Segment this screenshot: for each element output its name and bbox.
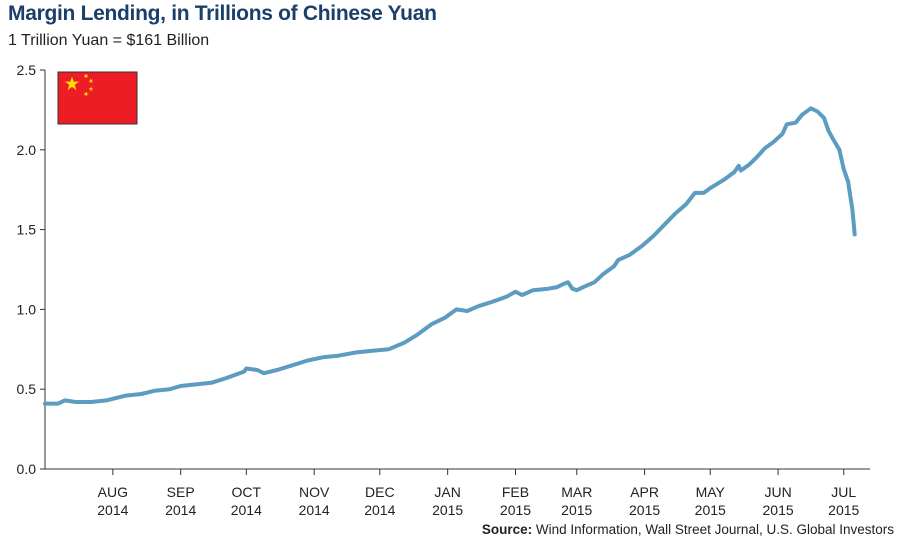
x-tick-label-year: 2014 <box>299 502 330 518</box>
x-tick-label-year: 2015 <box>695 502 726 518</box>
x-tick-label-month: NOV <box>299 484 330 500</box>
y-tick-label: 0.0 <box>17 461 37 477</box>
y-axis-ticks: 0.0 0.5 1.0 1.5 2.0 2.5 <box>17 62 45 477</box>
x-tick-label-year: 2015 <box>561 502 592 518</box>
y-tick-label: 1.5 <box>17 222 37 238</box>
source-note: Source: Wind Information, Wall Street Jo… <box>482 522 894 537</box>
flag-small-star <box>83 73 89 79</box>
china-flag-icon <box>57 71 138 125</box>
chart-subtitle: 1 Trillion Yuan = $161 Billion <box>8 32 210 49</box>
x-tick-label-year: 2015 <box>629 502 660 518</box>
series-group <box>43 106 857 406</box>
x-tick-label-month: APR <box>630 484 659 500</box>
source-label: Source: <box>481 522 533 537</box>
x-tick-label-month: DEC <box>365 484 395 500</box>
flag-small-star <box>83 91 89 97</box>
y-tick-label: 1.0 <box>17 301 37 317</box>
y-tick-label: 2.5 <box>17 62 37 78</box>
y-tick-label: 2.0 <box>17 142 37 158</box>
x-tick-label-month: JUN <box>764 484 791 500</box>
x-tick-label-year: 2014 <box>165 502 196 518</box>
x-tick-label-month: AUG <box>98 484 128 500</box>
x-tick-label-month: MAR <box>561 484 592 500</box>
x-tick-label-year: 2014 <box>231 502 262 518</box>
flag-small-star <box>88 78 94 84</box>
x-tick-label-month: JAN <box>434 484 460 500</box>
flag-small-star <box>88 86 94 92</box>
axes <box>44 70 870 470</box>
x-tick-label-month: FEB <box>502 484 529 500</box>
flag-background <box>57 71 138 125</box>
series-line-margin-lending <box>43 106 857 406</box>
x-tick-label-year: 2014 <box>364 502 395 518</box>
x-tick-label-month: OCT <box>232 484 262 500</box>
x-tick-label-year: 2014 <box>97 502 128 518</box>
x-tick-label-month: MAY <box>696 484 726 500</box>
x-tick-label-year: 2015 <box>763 502 794 518</box>
x-tick-label-year: 2015 <box>432 502 463 518</box>
x-tick-label-year: 2015 <box>828 502 859 518</box>
flag-big-star <box>64 76 80 91</box>
source-text: Wind Information, Wall Street Journal, U… <box>535 522 894 537</box>
x-tick-label-month: SEP <box>167 484 195 500</box>
x-axis-ticks: AUG 2014 SEP 2014 OCT 2014 NOV 2014 DEC 2014 JAN 20… <box>97 469 860 518</box>
y-tick-label: 0.5 <box>17 381 37 397</box>
chart-title: Margin Lending, in Trillions of Chinese … <box>8 2 437 25</box>
x-tick-label-month: JUL <box>831 484 856 500</box>
x-tick-label-year: 2015 <box>500 502 531 518</box>
